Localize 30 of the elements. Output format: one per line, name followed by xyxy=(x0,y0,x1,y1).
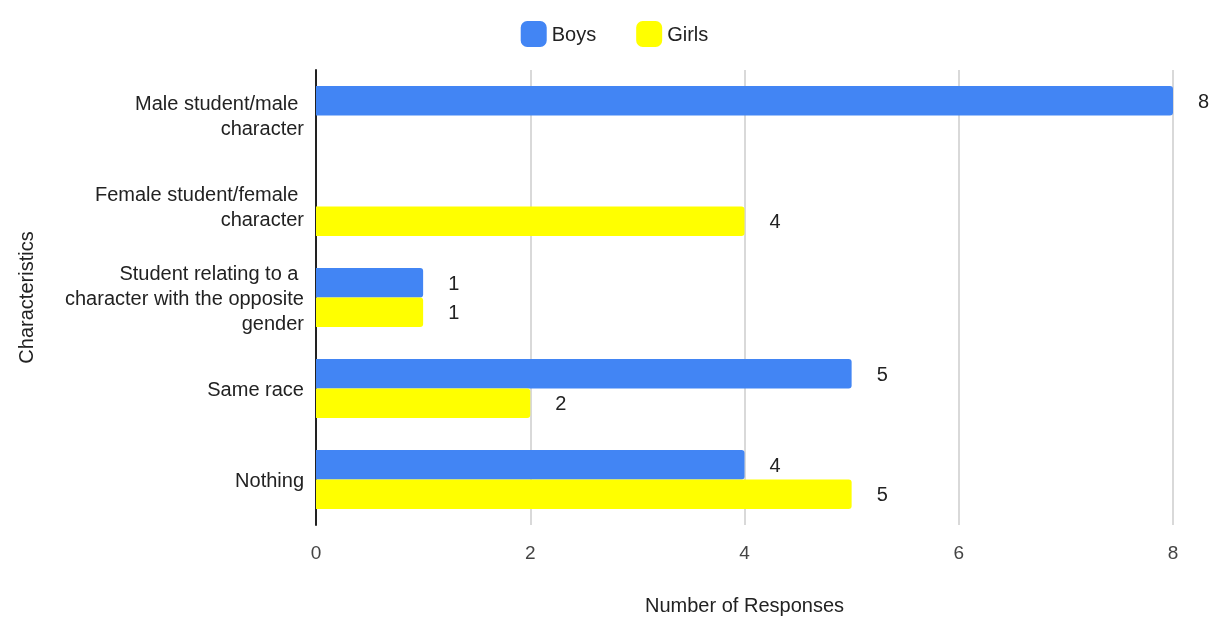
legend-label: Boys xyxy=(551,23,597,45)
y-tick-label: Same race xyxy=(207,377,304,400)
x-tick-label: 6 xyxy=(953,542,965,563)
bar xyxy=(316,85,1173,116)
data-label: 5 xyxy=(876,362,888,385)
data-label: 4 xyxy=(769,210,781,233)
data-label: 2 xyxy=(555,392,567,415)
data-label: 1 xyxy=(448,301,460,324)
y-tick-label: Female student/female character xyxy=(95,183,305,230)
bar xyxy=(316,358,852,389)
data-label: 5 xyxy=(876,483,888,506)
data-label: 8 xyxy=(1198,89,1210,112)
x-tick-label: 8 xyxy=(1167,542,1179,563)
x-tick-label: 4 xyxy=(739,542,751,563)
y-tick-label: Nothing xyxy=(235,468,304,491)
y-tick-label: Male student/male character xyxy=(135,92,305,139)
bar xyxy=(316,449,745,480)
bar xyxy=(316,388,531,419)
data-label: 4 xyxy=(769,453,781,476)
bar xyxy=(316,479,852,510)
legend-label: Girls xyxy=(667,23,709,45)
y-tick-label: Student relating to a character with the opposite gender xyxy=(64,261,305,334)
bar xyxy=(316,297,424,328)
x-tick-label: 0 xyxy=(310,542,322,563)
data-label: 1 xyxy=(448,271,460,294)
bar xyxy=(316,267,424,298)
x-axis-title: Number of Responses xyxy=(645,594,844,616)
bar xyxy=(316,206,745,237)
y-axis-title: Characteristics xyxy=(15,231,37,364)
x-tick-label: 2 xyxy=(524,542,536,563)
